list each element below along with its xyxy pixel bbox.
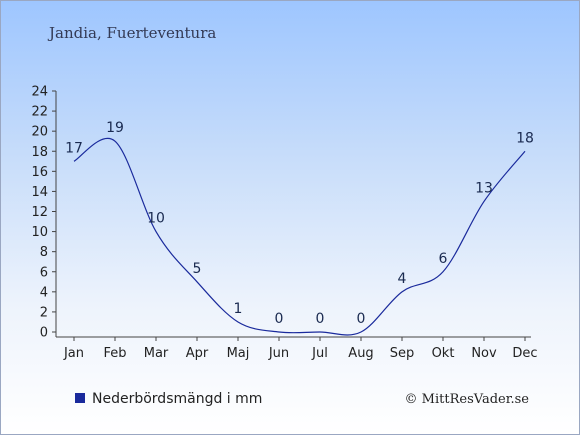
data-label: 13 — [475, 180, 493, 196]
y-tick-label: 24 — [31, 85, 48, 100]
data-label: 18 — [516, 130, 534, 146]
data-label: 5 — [193, 261, 202, 277]
data-label: 19 — [106, 120, 124, 136]
x-tick-label: Nov — [471, 346, 497, 361]
y-tick-label: 16 — [31, 165, 48, 180]
data-label: 1 — [234, 301, 243, 317]
precipitation-line — [73, 137, 526, 336]
x-tick-label: Dec — [512, 346, 537, 361]
copyright-text: © MittResVader.se — [405, 392, 530, 407]
data-label: 4 — [398, 271, 407, 287]
data-label: 0 — [275, 311, 284, 327]
legend: Nederbördsmängd i mm — [75, 391, 262, 407]
x-tick-label: Sep — [390, 346, 415, 361]
legend-marker — [75, 393, 85, 403]
data-label: 17 — [65, 140, 83, 156]
x-tick-label: Jun — [268, 346, 289, 361]
x-tick-label: Mar — [144, 346, 169, 361]
y-tick-label: 22 — [31, 105, 48, 120]
y-tick-label: 2 — [40, 305, 48, 320]
x-tick-label: Maj — [227, 346, 250, 361]
data-label: 0 — [316, 311, 325, 327]
y-tick-label: 10 — [31, 225, 48, 240]
y-tick-label: 20 — [31, 125, 48, 140]
y-tick-label: 4 — [40, 285, 48, 300]
y-tick-label: 14 — [31, 185, 48, 200]
data-label: 6 — [439, 251, 448, 267]
legend-label: Nederbördsmängd i mm — [92, 391, 262, 407]
x-tick-label: Apr — [186, 346, 209, 361]
x-tick-label: Feb — [103, 346, 126, 361]
x-tick-label: Jul — [311, 346, 328, 361]
y-tick-label: 0 — [40, 326, 48, 341]
y-tick-label: 6 — [40, 265, 48, 280]
data-label: 10 — [147, 211, 165, 227]
y-tick-label: 18 — [31, 145, 48, 160]
x-tick-label: Aug — [348, 346, 373, 361]
x-tick-label: Okt — [432, 346, 455, 361]
x-tick-label: Jan — [63, 346, 84, 361]
y-tick-label: 8 — [40, 245, 48, 260]
data-label: 0 — [357, 311, 366, 327]
x-axis: Jan Feb Mar Apr Maj Jun Jul Aug Sep Okt Nov Dec — [56, 336, 538, 361]
chart-title: Jandia, Fuerteventura — [47, 24, 216, 42]
y-tick-label: 12 — [31, 205, 48, 220]
